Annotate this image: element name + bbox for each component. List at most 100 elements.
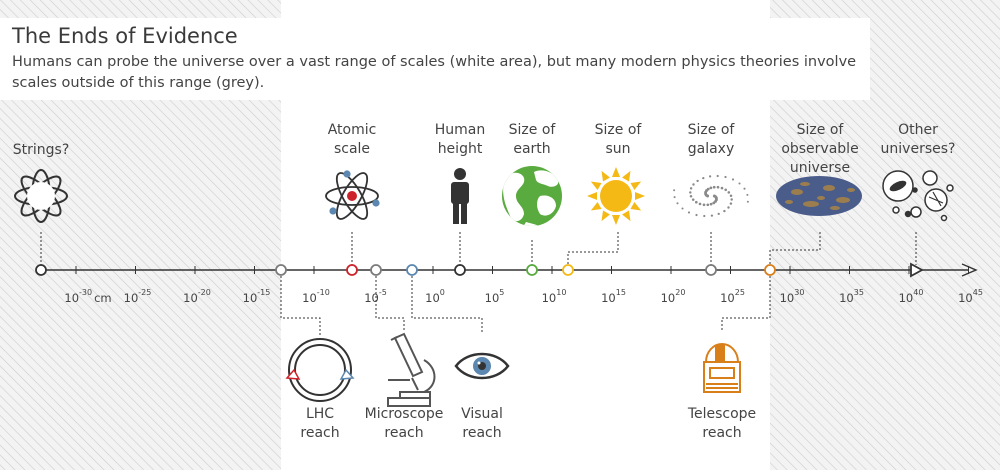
galaxy-star bbox=[673, 196, 676, 199]
galaxy-star bbox=[695, 213, 698, 217]
diagram-title: The Ends of Evidence bbox=[12, 24, 238, 48]
galaxy-star bbox=[681, 207, 684, 210]
marker-galaxy bbox=[705, 264, 717, 276]
galaxy-icon bbox=[673, 174, 749, 218]
galaxy-star bbox=[706, 187, 710, 191]
galaxy-star bbox=[673, 189, 676, 192]
galaxy-star bbox=[712, 185, 716, 189]
axis-tick-label: 100 bbox=[425, 288, 445, 305]
connector-lhc bbox=[280, 276, 321, 336]
sun-ray bbox=[622, 170, 631, 182]
universe-icon bbox=[776, 176, 862, 216]
galaxy-star bbox=[729, 202, 733, 205]
diagram-subtitle: Humans can probe the universe over a vas… bbox=[12, 54, 857, 91]
marker-visual bbox=[406, 264, 418, 276]
galaxy-star bbox=[723, 209, 726, 213]
axis-arrow-icon bbox=[961, 263, 978, 277]
axis-unit-label: cm bbox=[94, 290, 112, 305]
axis-tick-label: 1025 bbox=[720, 288, 745, 305]
strings-icon bbox=[14, 169, 68, 223]
human-icon bbox=[451, 168, 469, 224]
sun-ray bbox=[630, 181, 642, 190]
axis-tick-label: 10-30 cm bbox=[64, 288, 112, 305]
axis-tick-label: 105 bbox=[484, 288, 505, 305]
galaxy-star bbox=[698, 202, 702, 206]
galaxy-star bbox=[703, 214, 706, 218]
galaxy-star bbox=[695, 200, 698, 204]
galaxy-star bbox=[710, 214, 714, 217]
axis-tick-label: 10-25 bbox=[123, 288, 152, 305]
marker-earth bbox=[526, 264, 538, 276]
sun-ray bbox=[590, 181, 602, 190]
galaxy-star bbox=[724, 175, 727, 179]
galaxy-star bbox=[676, 202, 679, 205]
galaxy-star bbox=[689, 191, 692, 194]
axis-tick-label: 10-5 bbox=[364, 288, 387, 305]
galaxy-star bbox=[729, 194, 733, 197]
sun-ray bbox=[587, 192, 597, 200]
connector-microscope bbox=[375, 276, 405, 332]
galaxy-star bbox=[717, 212, 720, 216]
marker-telescope-universe bbox=[764, 264, 776, 276]
galaxy-star bbox=[712, 201, 716, 205]
connector-visual bbox=[411, 276, 483, 332]
marker-microscope bbox=[370, 264, 382, 276]
marker-other-universes bbox=[910, 262, 924, 278]
galaxy-star bbox=[746, 193, 749, 196]
label-human-height: Human height bbox=[434, 122, 486, 157]
multiverse-icon bbox=[882, 170, 954, 222]
label-microscope-reach: Microscope reach bbox=[364, 406, 444, 441]
galaxy-star bbox=[709, 186, 713, 190]
axis-tick-label: 1030 bbox=[779, 288, 805, 305]
microscope-icon bbox=[387, 332, 436, 407]
eye-icon bbox=[454, 352, 510, 380]
galaxy-star bbox=[727, 191, 731, 194]
galaxy-star bbox=[743, 187, 746, 190]
galaxy-star bbox=[691, 198, 695, 201]
galaxy-star bbox=[716, 174, 719, 178]
connectors bbox=[40, 232, 917, 336]
label-other-universes: Other universes? bbox=[880, 122, 956, 157]
label-size-of-earth: Size of earth bbox=[508, 122, 556, 157]
label-size-of-observable-universe: Size of observable universe bbox=[781, 122, 859, 176]
galaxy-star bbox=[731, 178, 735, 181]
label-strings: Strings? bbox=[12, 142, 70, 158]
sun-ray bbox=[601, 210, 610, 222]
galaxy-star bbox=[730, 198, 733, 201]
marker-sun bbox=[562, 264, 574, 276]
galaxy-star bbox=[708, 175, 712, 178]
sun-ray bbox=[612, 167, 620, 177]
sun-ray bbox=[590, 202, 602, 211]
label-telescope-reach: Telescope reach bbox=[687, 406, 757, 441]
axis-tick-label: 1010 bbox=[541, 288, 567, 305]
label-lhc-reach: LHC reach bbox=[300, 406, 340, 441]
galaxy-star bbox=[706, 203, 710, 207]
galaxy-star bbox=[689, 195, 693, 198]
galaxy-star bbox=[724, 188, 727, 192]
axis-tick-label: 10-10 bbox=[302, 288, 330, 305]
marker-atomic bbox=[346, 264, 358, 276]
connector-telescope bbox=[721, 276, 771, 332]
atom-icon bbox=[325, 170, 380, 220]
connector-universe bbox=[769, 232, 821, 265]
galaxy-star bbox=[738, 182, 741, 185]
axis-markers bbox=[35, 262, 924, 278]
axis-tick-label: 1020 bbox=[660, 288, 686, 305]
galaxy-star bbox=[720, 186, 724, 190]
galaxy-star bbox=[689, 187, 693, 190]
sun-ray bbox=[612, 215, 620, 225]
marker-strings bbox=[35, 264, 47, 276]
axis-tick-label: 1015 bbox=[601, 288, 626, 305]
galaxy-star bbox=[702, 203, 706, 207]
label-visual-reach: Visual reach bbox=[461, 406, 503, 441]
axis-tick-label: 1040 bbox=[898, 288, 924, 305]
galaxy-star bbox=[687, 211, 691, 214]
sun-icon bbox=[587, 167, 645, 225]
axis-tick-label: 10-15 bbox=[242, 288, 271, 305]
connector-sun bbox=[567, 232, 619, 265]
axis-tick-label: 10-20 bbox=[183, 288, 211, 305]
earth-icon bbox=[502, 166, 562, 226]
sun-ray bbox=[622, 210, 631, 222]
